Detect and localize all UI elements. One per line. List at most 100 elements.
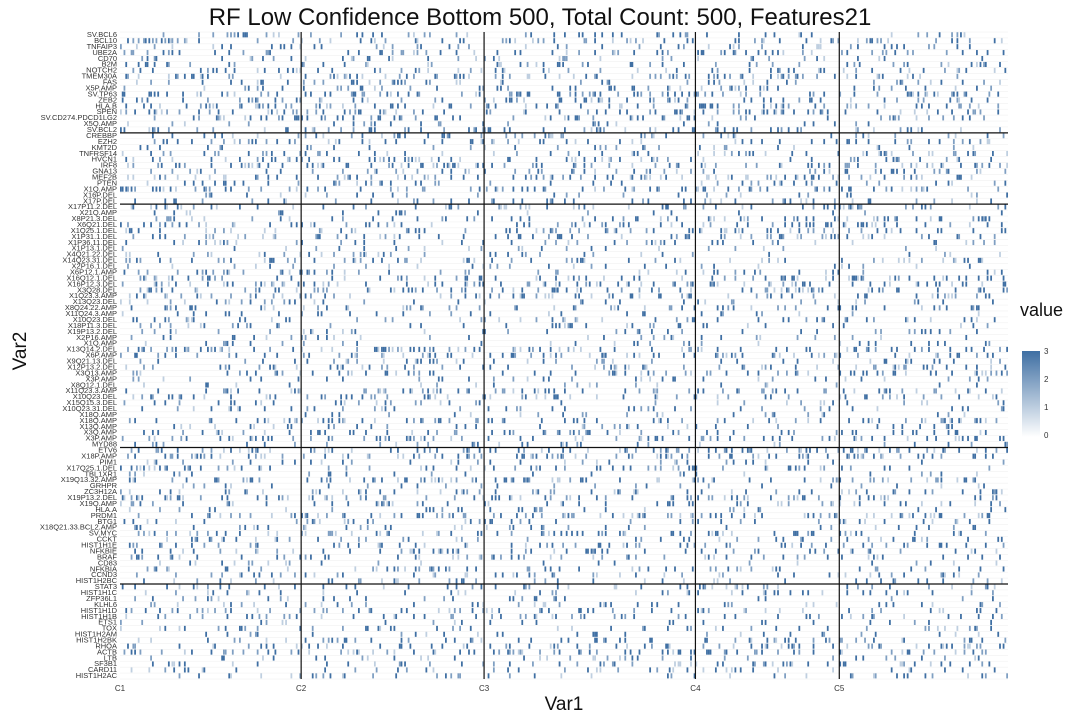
heatmap-cell [464,269,467,275]
heatmap-cell [162,186,165,192]
heatmap-cell [530,32,533,38]
heatmap-cell [970,346,973,352]
heatmap-cell [720,233,723,240]
heatmap-cell [288,299,291,305]
heatmap-cell [809,221,811,228]
heatmap-cells [120,32,1008,679]
heatmap-cell [801,453,804,459]
heatmap-cell [347,49,350,56]
heatmap-cell [441,376,444,382]
heatmap-cell [318,103,321,109]
heatmap-cell [555,227,557,234]
heatmap-cell [635,447,637,453]
heatmap-cell [730,453,733,459]
heatmap-cell [812,512,815,519]
heatmap-cell [551,287,554,293]
heatmap-cell [766,109,769,115]
heatmap-cell [899,67,902,73]
heatmap-cell [281,453,284,459]
heatmap-cell [519,49,522,56]
heatmap-cell [288,186,291,192]
heatmap-cell [434,352,437,358]
heatmap-cell [585,453,588,459]
heatmap-cell [656,49,659,56]
heatmap-cell [920,126,923,133]
heatmap-cell [626,411,628,418]
heatmap-cell [803,512,806,519]
heatmap-cell [263,281,266,287]
heatmap-cell [725,459,728,465]
heatmap-cell [896,394,898,400]
heatmap-cell [821,109,824,115]
heatmap-cell [565,49,568,56]
heatmap-cell [391,55,394,62]
heatmap-cell [723,275,726,281]
heatmap-cell [819,512,822,519]
heatmap-cell [304,55,307,62]
heatmap-cell [171,132,174,139]
heatmap-cell [404,174,406,180]
heatmap-cell [475,162,477,168]
heatmap-cell [951,423,953,430]
heatmap-cell [880,334,882,341]
heatmap-cell [137,73,140,79]
heatmap-cell [491,287,493,293]
heatmap-cell [844,168,847,174]
heatmap-cell [468,168,470,174]
heatmap-cell [304,150,307,157]
heatmap-cell [755,310,758,317]
heatmap-cell [219,239,222,246]
heatmap-cell [437,530,440,536]
heatmap-cell [777,73,779,79]
heatmap-cell [384,400,387,406]
heatmap-cell [851,281,854,287]
heatmap-cell [120,465,122,471]
heatmap-cell [674,239,676,246]
heatmap-cell [155,287,158,293]
heatmap-cell [267,530,270,536]
heatmap-cell [153,459,156,465]
heatmap-cell [169,453,172,459]
heatmap-cell [714,447,717,453]
heatmap-cell [603,186,605,192]
heatmap-cell [134,417,136,424]
heatmap-cell [558,55,561,62]
heatmap-cell [679,115,682,121]
heatmap-cell [274,97,277,103]
heatmap-cell [691,126,694,133]
heatmap-cell [647,150,650,157]
heatmap-cell [503,417,506,424]
heatmap-cell [706,32,708,38]
heatmap-cell [548,376,550,382]
heatmap-cell [365,263,367,269]
heatmap-cell [429,352,431,358]
heatmap-cell [677,43,680,50]
heatmap-cell [528,73,531,79]
heatmap-cell [965,334,968,341]
heatmap-cell [452,512,454,519]
heatmap-cell [141,394,144,400]
heatmap-cell [542,61,545,68]
heatmap-cell [942,257,945,263]
heatmap-cell [363,251,366,257]
heatmap-cell [830,221,833,228]
heatmap-cell [459,115,461,121]
heatmap-cell [562,542,564,548]
heatmap-cell [333,144,335,151]
heatmap-cell [420,126,422,133]
heatmap-cell [429,447,431,453]
heatmap-cell [629,465,632,471]
heatmap-cell [947,180,950,186]
heatmap-cell [439,293,442,299]
heatmap-cell [342,340,344,346]
heatmap-cell [555,275,557,281]
heatmap-cell [585,429,588,436]
heatmap-cell [238,316,241,323]
heatmap-cell [496,263,499,269]
heatmap-cell [704,198,707,204]
heatmap-cell [782,245,785,252]
heatmap-cell [391,316,394,323]
heatmap-cell [652,210,655,216]
heatmap-cell [157,352,160,358]
heatmap-cell [270,109,273,115]
